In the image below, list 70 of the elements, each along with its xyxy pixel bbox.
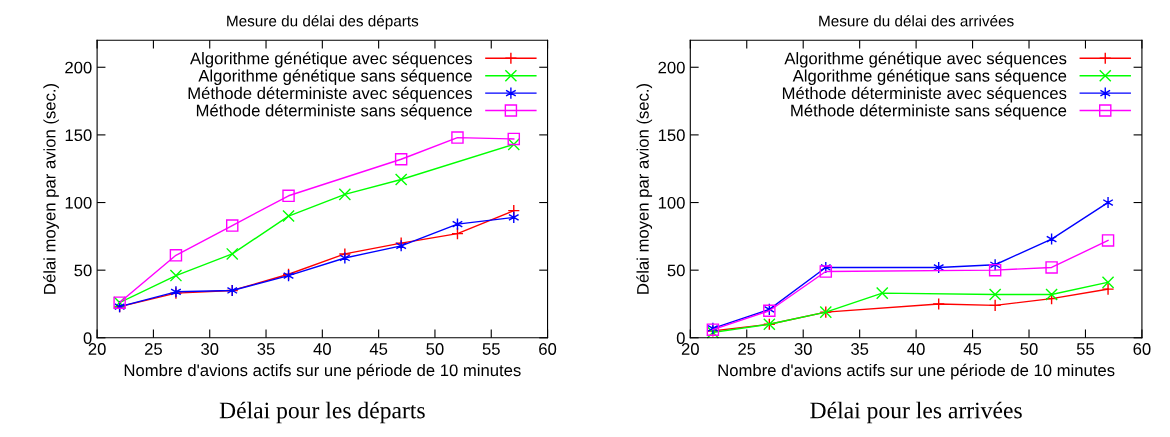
x-tick-label: 35 <box>257 343 275 355</box>
point <box>225 247 239 261</box>
point <box>988 263 1002 277</box>
x-axis-title: Nombre d'avions actifs sur une période de 10 minutes <box>718 363 1115 380</box>
y-tick-label: 0 <box>83 332 92 344</box>
y-axis-title: Délai moyen par avion (sec.) <box>636 83 653 294</box>
y-tick-label: 200 <box>658 61 685 74</box>
point <box>1045 261 1058 274</box>
point <box>169 249 183 262</box>
x-tick-label: 55 <box>1076 343 1095 355</box>
point <box>819 265 833 278</box>
y-axis-title: Délai moyen par avion (sec.) <box>43 83 59 294</box>
x-tick-label: 45 <box>369 343 388 355</box>
x-tick-label: 45 <box>963 343 982 355</box>
point <box>1045 288 1058 301</box>
x-tick-label: 40 <box>907 343 925 355</box>
x-tick-label: 60 <box>539 343 557 355</box>
point <box>988 288 1002 301</box>
x-tick-label: 30 <box>794 343 812 355</box>
text: Délai pour les départs <box>219 401 425 424</box>
point <box>225 219 239 232</box>
y-tick-label: 100 <box>658 196 685 209</box>
x-tick-label: 20 <box>681 343 699 355</box>
y-tick-label: 150 <box>658 129 685 142</box>
y-tick-label: 50 <box>74 264 92 277</box>
point <box>507 138 521 151</box>
x-tick-label: 40 <box>313 343 331 355</box>
x-tick-label: 55 <box>482 343 500 355</box>
y-tick-label: 50 <box>667 264 685 277</box>
legend-label: Méthode déterministe sans séquence <box>196 104 472 120</box>
point <box>339 251 351 265</box>
point <box>169 269 183 282</box>
point <box>1101 282 1115 296</box>
point <box>338 188 352 201</box>
point <box>988 299 1002 312</box>
point <box>507 132 521 146</box>
point <box>1102 196 1114 209</box>
legend-label: Méthode déterministe avec séquences <box>188 86 472 103</box>
x-tick-label: 30 <box>201 343 219 355</box>
point <box>1101 234 1115 247</box>
chart-title: Mesure du délai des arrivées <box>819 15 1014 27</box>
point <box>875 286 889 300</box>
point <box>451 227 464 240</box>
point <box>282 189 295 203</box>
x-tick-label: 35 <box>851 343 869 355</box>
y-tick-label: 0 <box>676 332 685 344</box>
point <box>394 173 408 186</box>
chart-title: Mesure du délai des départs <box>227 15 419 30</box>
point <box>451 131 464 144</box>
x-axis-title: Nombre d'avions actifs sur une période de 10 minutes <box>124 363 521 380</box>
y-tick-label: 200 <box>65 61 92 74</box>
legend-label: Algorithme génétique avec séquences <box>190 51 472 68</box>
legend-label: Algorithme génétique avec séquences <box>784 51 1067 68</box>
x-tick-label: 50 <box>426 343 444 355</box>
y-tick-label: 150 <box>65 129 92 142</box>
point <box>394 152 408 166</box>
x-tick-label: 60 <box>1133 343 1151 355</box>
point <box>282 209 295 223</box>
x-tick-label: 20 <box>88 343 106 355</box>
y-tick-label: 100 <box>65 196 92 209</box>
point <box>1101 276 1115 289</box>
legend-label: Algorithme génétique sans séquence <box>198 69 472 85</box>
legend-label: Méthode déterministe avec séquences <box>782 86 1067 103</box>
x-tick-label: 50 <box>1020 343 1038 355</box>
x-tick-label: 25 <box>738 343 756 355</box>
legend-label: Algorithme génétique sans séquence <box>792 69 1067 85</box>
point <box>932 297 945 311</box>
text: Délai pour les arrivées <box>810 401 1022 424</box>
legend-label: Méthode déterministe sans séquence <box>791 104 1067 120</box>
x-tick-label: 25 <box>144 343 162 355</box>
